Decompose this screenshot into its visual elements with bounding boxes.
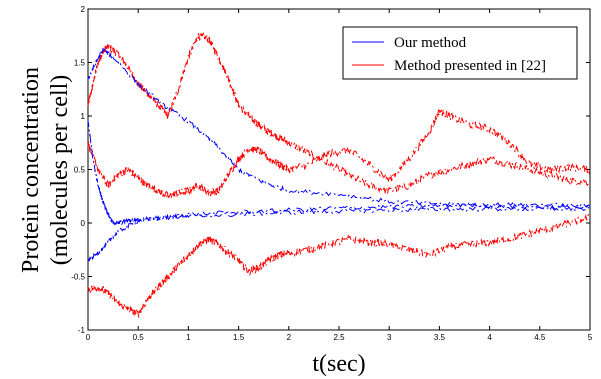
series-our-method-line-0 bbox=[87, 47, 591, 211]
y-tick-label: 0 bbox=[81, 219, 86, 228]
y-axis-title-line1: Protein concentration bbox=[18, 67, 44, 273]
x-tick-label: 0 bbox=[86, 333, 91, 342]
legend: Our method Method presented in [22] bbox=[342, 26, 578, 80]
y-tick-label: 0.5 bbox=[74, 166, 86, 175]
series-our-method-line-2 bbox=[87, 201, 591, 262]
x-tick-label: 3.5 bbox=[434, 333, 446, 342]
x-tick-label: 2.5 bbox=[333, 333, 345, 342]
series-method-22-line-2 bbox=[87, 213, 591, 318]
series-method-22-line-1 bbox=[87, 108, 591, 199]
legend-label-method-22: Method presented in [22] bbox=[394, 58, 546, 74]
y-tick-label: -1 bbox=[78, 326, 86, 335]
x-tick-label: 2 bbox=[287, 333, 292, 342]
x-axis-title: t(sec) bbox=[312, 351, 365, 377]
y-tick-label: 1.5 bbox=[74, 59, 86, 68]
y-tick-label: 2 bbox=[81, 5, 86, 14]
x-tick-label: 1.5 bbox=[233, 333, 245, 342]
x-tick-label: 5 bbox=[588, 333, 593, 342]
legend-label-our-method: Our method bbox=[394, 35, 467, 51]
x-tick-label: 3 bbox=[387, 333, 392, 342]
x-tick-label: 0.5 bbox=[133, 333, 145, 342]
x-tick-label: 1 bbox=[186, 333, 191, 342]
y-axis-ticks: -1 -0.5 0 0.5 1 1.5 2 bbox=[71, 5, 590, 335]
y-axis-title-line2: (molecules per cell) bbox=[47, 75, 73, 266]
series-method-22-line-0 bbox=[87, 31, 591, 194]
x-tick-label: 4 bbox=[487, 333, 492, 342]
y-tick-label: 1 bbox=[81, 112, 86, 121]
series-our-method-line-1 bbox=[87, 120, 591, 226]
y-tick-label: -0.5 bbox=[71, 273, 85, 282]
x-tick-label: 4.5 bbox=[534, 333, 546, 342]
legend-box bbox=[342, 26, 578, 80]
series-layer bbox=[87, 31, 591, 318]
x-axis-ticks: 0 0.5 1 1.5 2 2.5 3 3.5 4 4.5 5 bbox=[86, 9, 593, 342]
